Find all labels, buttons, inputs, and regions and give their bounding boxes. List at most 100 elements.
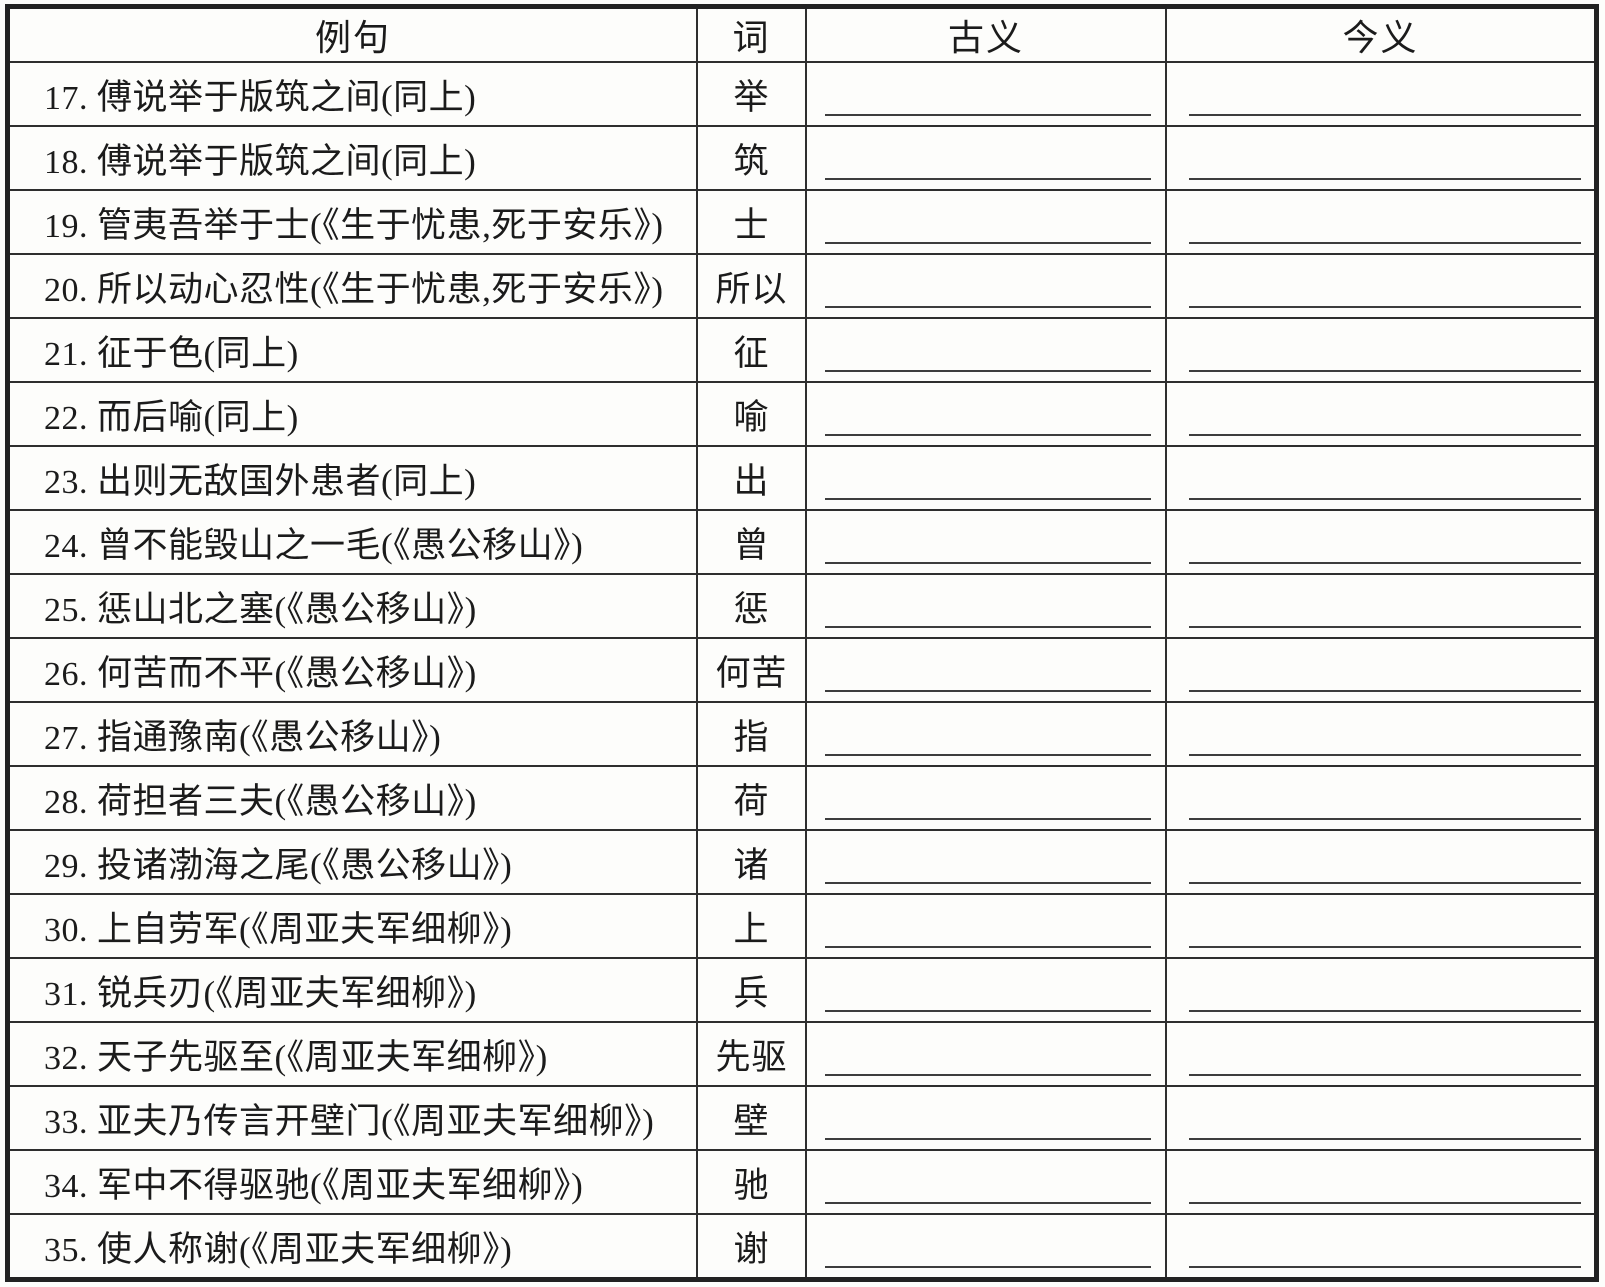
ancient-meaning-cell	[807, 383, 1167, 445]
ancient-meaning-blank-line	[825, 306, 1151, 308]
table-row: 20. 所以动心忍性(《生于忧患,死于安乐》) 所以	[10, 253, 1594, 317]
modern-meaning-cell	[1167, 1151, 1594, 1213]
example-sentence-text: 32. 天子先驱至(《周亚夫军细柳》)	[44, 1029, 548, 1080]
example-sentence-cell: 35. 使人称谢(《周亚夫军细柳》)	[10, 1215, 698, 1277]
modern-meaning-cell	[1167, 639, 1594, 701]
word-cell: 荷	[698, 767, 807, 829]
example-sentence: 管夷吾举于士(《生于忧患,死于安乐》)	[97, 205, 664, 245]
example-sentence: 出则无敌国外患者(同上)	[97, 461, 477, 501]
modern-meaning-blank-line	[1189, 114, 1581, 116]
ancient-meaning-blank-line	[825, 818, 1151, 820]
example-sentence: 傅说举于版筑之间(同上)	[97, 141, 477, 181]
word-text: 曾	[733, 525, 770, 565]
ancient-meaning-blank-line	[825, 1138, 1151, 1140]
modern-meaning-blank-line	[1189, 882, 1581, 884]
ancient-meaning-blank-line	[825, 114, 1151, 116]
word-cell: 壁	[698, 1087, 807, 1149]
example-sentence: 而后喻(同上)	[97, 397, 299, 437]
modern-meaning-blank-line	[1189, 306, 1581, 308]
row-number: 35.	[44, 1231, 88, 1269]
row-number: 34.	[44, 1167, 88, 1205]
example-sentence-text: 34. 军中不得驱驰(《周亚夫军细柳》)	[44, 1157, 583, 1208]
table-header-row: 例句 词 古义 今义	[10, 9, 1594, 61]
word-text: 出	[733, 461, 770, 501]
table-row: 26. 何苦而不平(《愚公移山》) 何苦	[10, 637, 1594, 701]
ancient-meaning-cell	[807, 1215, 1167, 1277]
word-cell: 士	[698, 191, 807, 253]
ancient-meaning-blank-line	[825, 690, 1151, 692]
row-number: 33.	[44, 1103, 88, 1141]
row-number: 28.	[44, 783, 88, 821]
modern-meaning-blank-line	[1189, 434, 1581, 436]
row-number: 29.	[44, 847, 88, 885]
modern-meaning-cell	[1167, 831, 1594, 893]
example-sentence-text: 31. 锐兵刃(《周亚夫军细柳》)	[44, 965, 477, 1016]
table-row: 28. 荷担者三夫(《愚公移山》) 荷	[10, 765, 1594, 829]
header-modern-meaning: 今义	[1342, 18, 1419, 58]
word-text: 士	[733, 205, 770, 245]
modern-meaning-blank-line	[1189, 754, 1581, 756]
table-row: 27. 指通豫南(《愚公移山》) 指	[10, 701, 1594, 765]
example-sentence-text: 28. 荷担者三夫(《愚公移山》)	[44, 773, 477, 824]
example-sentence-cell: 20. 所以动心忍性(《生于忧患,死于安乐》)	[10, 255, 698, 317]
example-sentence-cell: 32. 天子先驱至(《周亚夫军细柳》)	[10, 1023, 698, 1085]
example-sentence-cell: 19. 管夷吾举于士(《生于忧患,死于安乐》)	[10, 191, 698, 253]
example-sentence: 指通豫南(《愚公移山》)	[97, 717, 442, 757]
ancient-meaning-cell	[807, 895, 1167, 957]
example-sentence-text: 27. 指通豫南(《愚公移山》)	[44, 709, 441, 760]
row-number: 18.	[44, 143, 88, 181]
example-sentence-cell: 34. 军中不得驱驰(《周亚夫军细柳》)	[10, 1151, 698, 1213]
word-cell: 驰	[698, 1151, 807, 1213]
table-row: 24. 曾不能毁山之一毛(《愚公移山》) 曾	[10, 509, 1594, 573]
word-cell: 惩	[698, 575, 807, 637]
ancient-meaning-cell	[807, 831, 1167, 893]
modern-meaning-blank-line	[1189, 242, 1581, 244]
example-sentence-cell: 30. 上自劳军(《周亚夫军细柳》)	[10, 895, 698, 957]
table-row: 31. 锐兵刃(《周亚夫军细柳》) 兵	[10, 957, 1594, 1021]
modern-meaning-cell	[1167, 703, 1594, 765]
row-number: 24.	[44, 527, 88, 565]
row-number: 25.	[44, 591, 88, 629]
word-text: 举	[733, 77, 770, 117]
header-ancient-meaning: 古义	[807, 9, 1167, 61]
ancient-meaning-cell	[807, 575, 1167, 637]
example-sentence-text: 33. 亚夫乃传言开壁门(《周亚夫军细柳》)	[44, 1093, 654, 1144]
example-sentence-cell: 29. 投诸渤海之尾(《愚公移山》)	[10, 831, 698, 893]
modern-meaning-cell	[1167, 1087, 1594, 1149]
row-number: 26.	[44, 655, 88, 693]
example-sentence-cell: 31. 锐兵刃(《周亚夫军细柳》)	[10, 959, 698, 1021]
example-sentence-cell: 25. 惩山北之塞(《愚公移山》)	[10, 575, 698, 637]
example-sentence-cell: 23. 出则无敌国外患者(同上)	[10, 447, 698, 509]
ancient-meaning-cell	[807, 959, 1167, 1021]
example-sentence: 何苦而不平(《愚公移山》)	[97, 653, 477, 693]
modern-meaning-blank-line	[1189, 690, 1581, 692]
ancient-modern-meaning-table: 例句 词 古义 今义 17. 傅说举于版筑之间(同上) 举	[5, 4, 1599, 1282]
modern-meaning-cell	[1167, 895, 1594, 957]
modern-meaning-cell	[1167, 959, 1594, 1021]
table-row: 21. 征于色(同上) 征	[10, 317, 1594, 381]
row-number: 17.	[44, 79, 88, 117]
row-number: 30.	[44, 911, 88, 949]
word-text: 所以	[715, 269, 788, 309]
word-cell: 谢	[698, 1215, 807, 1277]
word-text: 荷	[733, 781, 770, 821]
example-sentence: 曾不能毁山之一毛(《愚公移山》)	[97, 525, 584, 565]
modern-meaning-blank-line	[1189, 178, 1581, 180]
example-sentence-text: 19. 管夷吾举于士(《生于忧患,死于安乐》)	[44, 197, 664, 248]
ancient-meaning-blank-line	[825, 1074, 1151, 1076]
word-text: 先驱	[715, 1037, 788, 1077]
example-sentence-text: 22. 而后喻(同上)	[44, 389, 299, 440]
word-cell: 上	[698, 895, 807, 957]
word-cell: 出	[698, 447, 807, 509]
example-sentence-cell: 24. 曾不能毁山之一毛(《愚公移山》)	[10, 511, 698, 573]
modern-meaning-blank-line	[1189, 370, 1581, 372]
example-sentence: 征于色(同上)	[97, 333, 299, 373]
example-sentence: 上自劳军(《周亚夫军细柳》)	[97, 909, 513, 949]
example-sentence-text: 35. 使人称谢(《周亚夫军细柳》)	[44, 1221, 512, 1272]
ancient-meaning-blank-line	[825, 434, 1151, 436]
ancient-meaning-cell	[807, 127, 1167, 189]
word-text: 何苦	[715, 653, 788, 693]
ancient-meaning-cell	[807, 1087, 1167, 1149]
ancient-meaning-cell	[807, 319, 1167, 381]
